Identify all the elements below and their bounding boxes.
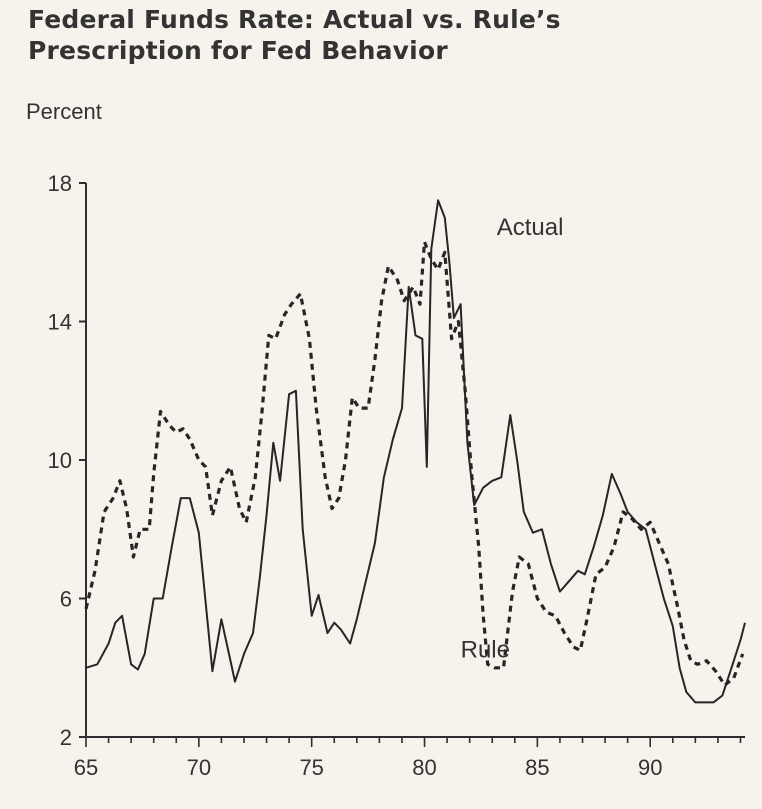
y-tick-label: 10 [48,448,72,473]
series-line-actual [85,199,746,704]
y-axis-unit-label: Percent [26,99,102,124]
y-tick-label: 2 [60,725,72,750]
chart-title-line-2: Prescription for Fed Behavior [28,36,448,65]
series-lines [84,199,746,704]
x-tick-label: 75 [299,755,323,780]
x-tick-label: 65 [74,755,98,780]
x-tick-label: 85 [525,755,549,780]
axes: 2 6 10 14 18 65 70 75 80 85 90 [48,171,745,780]
series-label-rule: Rule [461,636,510,663]
series-label-actual: Actual [497,214,564,241]
series-labels: Actual Rule [461,214,564,663]
series-line-rule [84,240,745,687]
chart-title: Federal Funds Rate: Actual vs. Rule’s Pr… [28,4,748,66]
y-tick-label: 18 [48,171,72,196]
y-tick-label: 14 [48,310,72,335]
x-tick-label: 90 [638,755,662,780]
x-tick-label: 80 [412,755,436,780]
y-tick-label: 6 [60,587,72,612]
chart-title-line-1: Federal Funds Rate: Actual vs. Rule’s [28,5,561,34]
x-tick-label: 70 [187,755,211,780]
